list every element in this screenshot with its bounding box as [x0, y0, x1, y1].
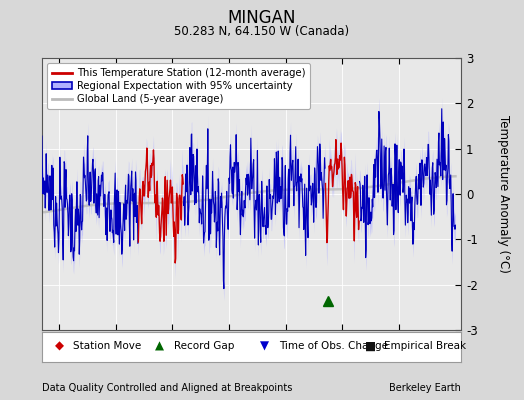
Text: Time of Obs. Change: Time of Obs. Change — [279, 341, 388, 351]
Text: ▲: ▲ — [155, 340, 164, 353]
Text: Record Gap: Record Gap — [174, 341, 234, 351]
Text: ▼: ▼ — [260, 340, 269, 353]
Text: Berkeley Earth: Berkeley Earth — [389, 383, 461, 393]
Text: Data Quality Controlled and Aligned at Breakpoints: Data Quality Controlled and Aligned at B… — [42, 383, 292, 393]
Text: ■: ■ — [365, 340, 376, 353]
Text: Empirical Break: Empirical Break — [384, 341, 466, 351]
Text: Station Move: Station Move — [73, 341, 141, 351]
Text: 50.283 N, 64.150 W (Canada): 50.283 N, 64.150 W (Canada) — [174, 25, 350, 38]
Legend: This Temperature Station (12-month average), Regional Expectation with 95% uncer: This Temperature Station (12-month avera… — [47, 63, 310, 109]
Text: ◆: ◆ — [54, 340, 63, 353]
Text: MINGAN: MINGAN — [228, 9, 296, 27]
Y-axis label: Temperature Anomaly (°C): Temperature Anomaly (°C) — [497, 115, 510, 273]
